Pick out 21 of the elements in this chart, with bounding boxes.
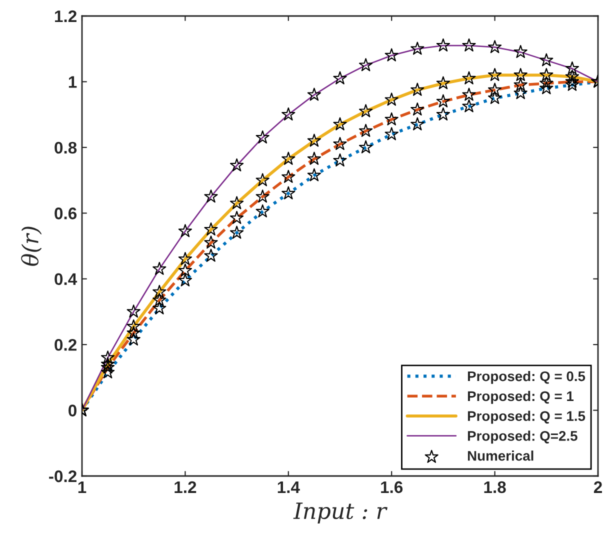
x-tick-label: 1 <box>78 481 86 493</box>
y-tick-label: 0.6 <box>54 208 77 220</box>
legend-label: Proposed: Q = 1.5 <box>468 410 586 424</box>
y-tick-label: 0 <box>68 404 76 416</box>
legend-label: Proposed: Q = 1 <box>468 390 574 404</box>
x-tick-label: 1.8 <box>484 481 506 494</box>
y-axis-title: θ(r) <box>21 226 42 266</box>
y-tick-label: -0.2 <box>49 470 76 482</box>
legend-label: Proposed: Q=2.5 <box>468 430 578 444</box>
legend-label: Numerical <box>468 450 534 461</box>
y-tick-label: 1 <box>68 76 77 88</box>
y-tick-label: 0.4 <box>54 273 78 286</box>
x-tick-label: 1.6 <box>381 481 403 494</box>
x-tick-label: 1.4 <box>278 481 300 493</box>
x-tick-label: 1.2 <box>174 481 196 493</box>
y-tick-label: 0.8 <box>54 142 77 154</box>
y-tick-label: 0.2 <box>54 338 76 351</box>
legend-label: Proposed: Q = 0.5 <box>468 370 586 384</box>
y-tick-label: 1.2 <box>55 10 76 22</box>
x-tick-label: 2 <box>594 481 602 493</box>
x-axis-title: Input : r <box>293 502 388 524</box>
